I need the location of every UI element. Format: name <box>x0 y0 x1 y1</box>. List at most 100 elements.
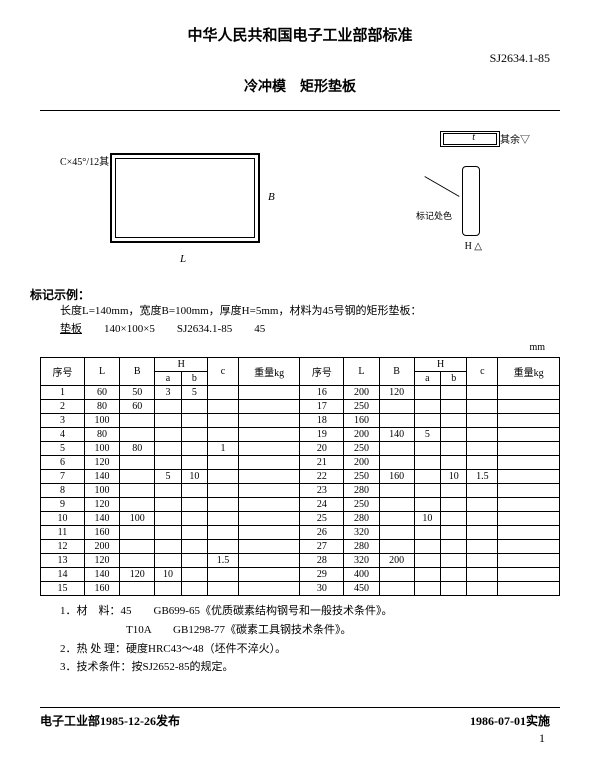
table-cell: 30 <box>300 582 344 596</box>
table-cell <box>498 386 560 400</box>
table-row: 160503516200120 <box>41 386 560 400</box>
table-cell <box>414 484 440 498</box>
table-row: 1516030450 <box>41 582 560 596</box>
table-cell <box>441 540 467 554</box>
table-cell <box>414 540 440 554</box>
table-cell <box>441 554 467 568</box>
document-title: 冷冲模 矩形垫板 <box>0 76 600 96</box>
table-cell <box>498 456 560 470</box>
table-cell <box>120 414 155 428</box>
table-cell <box>379 442 414 456</box>
table-cell <box>208 498 239 512</box>
col-b2: B <box>379 358 414 386</box>
table-cell <box>441 400 467 414</box>
table-cell <box>467 554 498 568</box>
chamfer-annotation: C×45°/12其 <box>60 153 109 168</box>
table-cell: 19 <box>300 428 344 442</box>
table-cell: 450 <box>344 582 379 596</box>
table-cell: 21 <box>300 456 344 470</box>
table-cell: 13 <box>41 554 85 568</box>
table-cell: 120 <box>84 498 119 512</box>
table-cell <box>441 526 467 540</box>
table-cell <box>379 568 414 582</box>
table-cell: 140 <box>379 428 414 442</box>
table-cell <box>155 526 181 540</box>
table-cell <box>238 456 300 470</box>
table-cell: 320 <box>344 554 379 568</box>
col-weight: 重量kg <box>238 358 300 386</box>
table-cell: 20 <box>300 442 344 456</box>
table-cell: 250 <box>344 470 379 484</box>
table-cell: 280 <box>344 484 379 498</box>
table-cell <box>155 512 181 526</box>
table-cell <box>155 442 181 456</box>
table-cell: 12 <box>41 540 85 554</box>
table-row: 1116026320 <box>41 526 560 540</box>
table-cell: 17 <box>300 400 344 414</box>
footer-rule <box>40 707 560 708</box>
table-cell <box>441 386 467 400</box>
table-cell <box>120 484 155 498</box>
table-cell <box>441 414 467 428</box>
table-cell: 100 <box>120 512 155 526</box>
table-cell: 60 <box>84 386 119 400</box>
col-b2-sub: b <box>441 372 467 386</box>
table-cell <box>120 498 155 512</box>
top-view-inner <box>443 133 497 145</box>
table-cell <box>441 484 467 498</box>
table-cell <box>414 554 440 568</box>
table-row: 310018160 <box>41 414 560 428</box>
table-cell <box>208 414 239 428</box>
table-cell <box>441 568 467 582</box>
col-l2: L <box>344 358 379 386</box>
table-cell: 140 <box>84 470 119 484</box>
table-cell <box>208 582 239 596</box>
table-cell: 26 <box>300 526 344 540</box>
table-cell <box>181 484 207 498</box>
col-b: B <box>120 358 155 386</box>
table-cell <box>441 498 467 512</box>
dimension-b: B <box>268 191 275 203</box>
table-cell <box>467 414 498 428</box>
table-cell <box>379 526 414 540</box>
table-cell <box>498 400 560 414</box>
col-weight2: 重量kg <box>498 358 560 386</box>
table-cell: 1 <box>41 386 85 400</box>
table-cell: 80 <box>120 442 155 456</box>
table-row: 714051022250160101.5 <box>41 470 560 484</box>
table-cell <box>414 400 440 414</box>
example-line1: 长度L=140mm，宽度B=100mm，厚度H=5mm，材料为45号钢的矩形垫板… <box>60 303 600 321</box>
table-cell <box>155 414 181 428</box>
table-cell <box>238 414 300 428</box>
table-cell <box>467 512 498 526</box>
table-cell <box>414 498 440 512</box>
table-cell <box>155 554 181 568</box>
table-cell: 280 <box>344 540 379 554</box>
table-cell: 160 <box>344 414 379 428</box>
table-cell <box>208 568 239 582</box>
table-cell <box>467 582 498 596</box>
table-cell <box>379 414 414 428</box>
table-cell: 1 <box>208 442 239 456</box>
table-cell <box>181 540 207 554</box>
table-cell: 29 <box>300 568 344 582</box>
table-cell: 200 <box>379 554 414 568</box>
table-cell <box>208 470 239 484</box>
table-cell: 3 <box>155 386 181 400</box>
table-cell: 160 <box>84 526 119 540</box>
table-cell <box>379 400 414 414</box>
table-row: 480192001405 <box>41 428 560 442</box>
page-number: 1 <box>0 731 600 746</box>
table-cell <box>181 414 207 428</box>
table-cell <box>498 526 560 540</box>
table-cell <box>379 540 414 554</box>
table-cell: 8 <box>41 484 85 498</box>
table-cell <box>498 512 560 526</box>
table-cell <box>181 428 207 442</box>
table-cell <box>498 498 560 512</box>
table-cell <box>238 554 300 568</box>
table-cell <box>238 470 300 484</box>
table-cell: 14 <box>41 568 85 582</box>
table-cell: 23 <box>300 484 344 498</box>
table-cell: 280 <box>344 512 379 526</box>
